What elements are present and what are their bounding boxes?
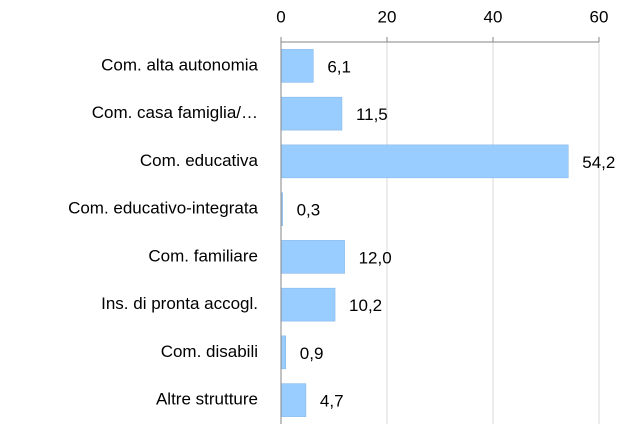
y-tick-label: Com. disabili <box>161 342 258 361</box>
x-tick-label: 60 <box>590 7 609 26</box>
value-label: 4,7 <box>320 392 344 411</box>
value-label: 0,3 <box>297 201 321 220</box>
value-label: 54,2 <box>582 153 615 172</box>
x-tick-label: 40 <box>484 7 503 26</box>
value-label: 6,1 <box>327 57 351 76</box>
value-label: 0,9 <box>300 344 324 363</box>
bar <box>280 383 307 417</box>
bar <box>280 287 336 322</box>
y-tick-label: Com. educativa <box>140 151 259 170</box>
value-label: 12,0 <box>359 248 392 267</box>
value-label: 11,5 <box>356 105 388 124</box>
bar <box>280 49 314 83</box>
bar <box>280 335 287 370</box>
bar <box>280 144 569 179</box>
bar <box>280 96 343 131</box>
x-tick-label: 20 <box>378 7 397 26</box>
y-tick-label: Ins. di pronta accogl. <box>101 294 258 313</box>
bar <box>280 240 345 274</box>
y-tick-label: Com. educativo-integrata <box>68 199 258 218</box>
x-tick-label: 0 <box>276 7 285 26</box>
y-tick-label: Com. familiare <box>148 246 258 265</box>
y-tick-label: Com. alta autonomia <box>101 55 258 74</box>
value-label: 10,2 <box>349 296 382 315</box>
y-tick-label: Com. casa famiglia/… <box>92 103 258 122</box>
y-tick-label: Altre strutture <box>156 390 258 409</box>
